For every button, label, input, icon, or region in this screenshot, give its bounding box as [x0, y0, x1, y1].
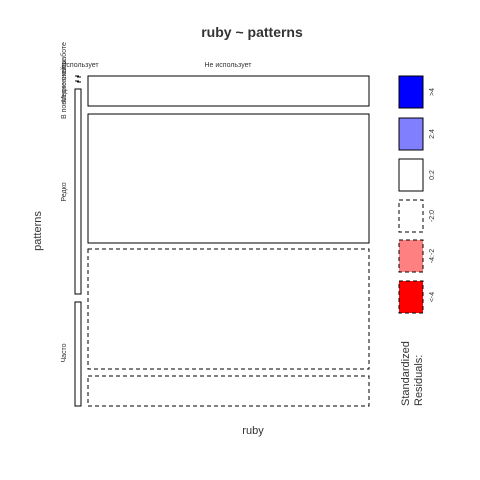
tile-uses-many — [74, 80, 82, 83]
legend-title-line1: Standardized — [400, 341, 412, 406]
legend-title-line2: Residuals: — [413, 355, 425, 406]
legend-label-2: 0:2 — [429, 170, 436, 180]
tile-not-uses-often — [87, 248, 370, 370]
column-label-not-uses: Не использует — [205, 62, 253, 69]
legend-swatch-2 — [398, 158, 424, 192]
tile-not-uses-often-2 — [87, 375, 370, 407]
tile-uses-rarely — [74, 88, 82, 295]
x-axis-label: ruby — [242, 425, 264, 437]
legend-swatch-4 — [398, 239, 424, 273]
tile-uses-daily — [74, 75, 82, 78]
legend-swatch-5 — [398, 280, 424, 314]
tile-not-uses-many — [87, 75, 370, 107]
legend-label-5: <-4 — [429, 292, 436, 302]
mosaic-tiles — [74, 75, 370, 407]
tile-uses-often — [74, 301, 82, 407]
legend-label-4: -4:-2 — [429, 249, 436, 264]
column-label-uses: Использует — [61, 62, 99, 69]
legend-swatch-3 — [398, 199, 424, 233]
row-label-daily: В повседневной работе — [60, 42, 68, 119]
tile-not-uses-rarely — [87, 113, 370, 244]
chart-title: ruby ~ patterns — [201, 24, 303, 40]
y-axis-label: patterns — [32, 211, 44, 251]
row-label-rarely: Редко — [61, 182, 68, 201]
legend-label-1: 2:4 — [429, 129, 436, 139]
legend-swatch-1 — [398, 117, 424, 151]
row-label-many: Много схемы — [61, 60, 68, 103]
legend-swatch-0 — [398, 75, 424, 109]
row-label-often: Часто — [61, 343, 68, 362]
legend-label-3: -2:0 — [429, 210, 436, 222]
legend-label-0: >4 — [429, 88, 436, 96]
legend: >4 2:4 0:2 -2:0 -4:-2 <-4 — [398, 75, 436, 314]
